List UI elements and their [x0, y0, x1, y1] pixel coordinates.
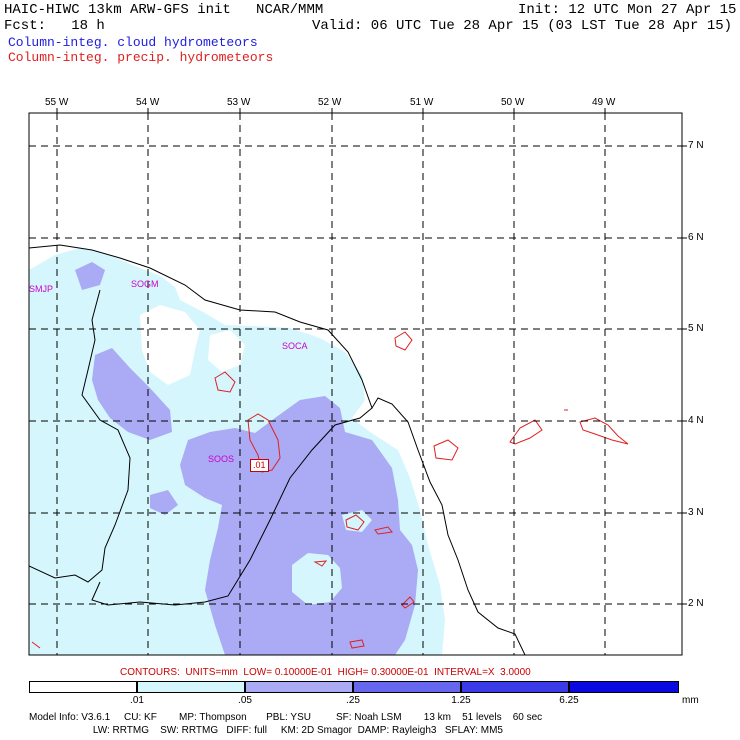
station-label: SOOS: [208, 454, 235, 464]
lon-label: 52 W: [318, 97, 342, 108]
colorbar-tick: 1.25: [451, 695, 471, 706]
lat-label: 5 N: [688, 323, 704, 334]
map-frame: [28, 112, 683, 656]
colorbar-tick: 6.25: [559, 695, 579, 706]
colorbar-segment: [353, 681, 461, 693]
colorbar-tick: .01: [130, 695, 144, 706]
field-cloud-label: Column-integ. cloud hydrometeors: [8, 35, 258, 50]
precip-contours: [31, 331, 629, 649]
lat-label: 2 N: [688, 598, 704, 609]
lon-label: 53 W: [227, 97, 251, 108]
forecast-hour: Fcst: 18 h: [4, 18, 105, 34]
lon-label: 49 W: [592, 97, 616, 108]
colorbar-segment: [29, 681, 137, 693]
station-label: SOGM: [131, 279, 159, 289]
plot-title: HAIC-HIWC 13km ARW-GFS init NCAR/MMM: [4, 2, 324, 18]
border-suriname-fg: [29, 289, 131, 583]
lon-label: 54 W: [136, 97, 160, 108]
lat-label: 7 N: [688, 140, 704, 151]
colorbar-segment: [569, 681, 679, 693]
lat-label: 6 N: [688, 232, 704, 243]
field-precip-label: Column-integ. precip. hydrometeors: [8, 50, 274, 65]
colorbar-segment: [461, 681, 569, 693]
model-info-line2: LW: RRTMG SW: RRTMG DIFF: full KM: 2D Sm…: [29, 725, 503, 736]
contour-value-label: .01: [250, 459, 269, 472]
graticule: [29, 113, 682, 655]
colorbar-tick: .25: [346, 695, 360, 706]
station-label: SMJP: [29, 284, 54, 294]
lat-label: 3 N: [688, 507, 704, 518]
lat-label: 4 N: [688, 415, 704, 426]
model-info-line1: Model Info: V3.6.1 CU: KF MP: Thompson P…: [29, 712, 543, 723]
colorbar-units: mm: [682, 695, 699, 706]
valid-time: Valid: 06 UTC Tue 28 Apr 15 (03 LST Tue …: [312, 18, 733, 34]
colorbar-segment: [245, 681, 353, 693]
colorbar-tick: .05: [238, 695, 252, 706]
lon-label: 55 W: [45, 97, 69, 108]
init-time: Init: 12 UTC Mon 27 Apr 15: [518, 2, 737, 18]
lon-label: 51 W: [410, 97, 434, 108]
colorbar-segment: [137, 681, 245, 693]
station-label: SOCA: [282, 341, 308, 351]
cloud-field-moderate: [75, 262, 105, 290]
contours-info: CONTOURS: UNITS=mm LOW= 0.10000E-01 HIGH…: [120, 667, 531, 678]
lon-label: 50 W: [501, 97, 525, 108]
